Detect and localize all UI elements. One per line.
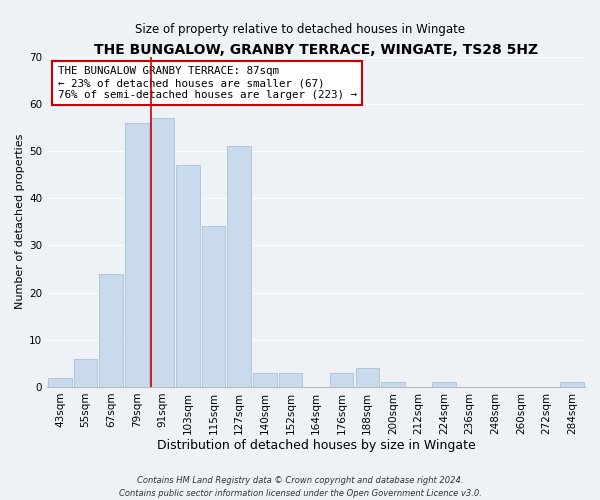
- Bar: [151, 118, 174, 387]
- Bar: [227, 146, 251, 387]
- Bar: [356, 368, 379, 387]
- Bar: [176, 165, 200, 387]
- Bar: [125, 122, 149, 387]
- Text: Contains HM Land Registry data © Crown copyright and database right 2024.
Contai: Contains HM Land Registry data © Crown c…: [119, 476, 481, 498]
- Text: Size of property relative to detached houses in Wingate: Size of property relative to detached ho…: [135, 22, 465, 36]
- Bar: [433, 382, 456, 387]
- Text: THE BUNGALOW GRANBY TERRACE: 87sqm
← 23% of detached houses are smaller (67)
76%: THE BUNGALOW GRANBY TERRACE: 87sqm ← 23%…: [58, 66, 357, 100]
- Bar: [48, 378, 72, 387]
- Bar: [560, 382, 584, 387]
- Bar: [100, 274, 123, 387]
- Y-axis label: Number of detached properties: Number of detached properties: [15, 134, 25, 310]
- Bar: [381, 382, 404, 387]
- Bar: [253, 373, 277, 387]
- Bar: [278, 373, 302, 387]
- Bar: [202, 226, 226, 387]
- Bar: [74, 358, 97, 387]
- Title: THE BUNGALOW, GRANBY TERRACE, WINGATE, TS28 5HZ: THE BUNGALOW, GRANBY TERRACE, WINGATE, T…: [94, 42, 538, 56]
- X-axis label: Distribution of detached houses by size in Wingate: Distribution of detached houses by size …: [157, 440, 475, 452]
- Bar: [330, 373, 353, 387]
